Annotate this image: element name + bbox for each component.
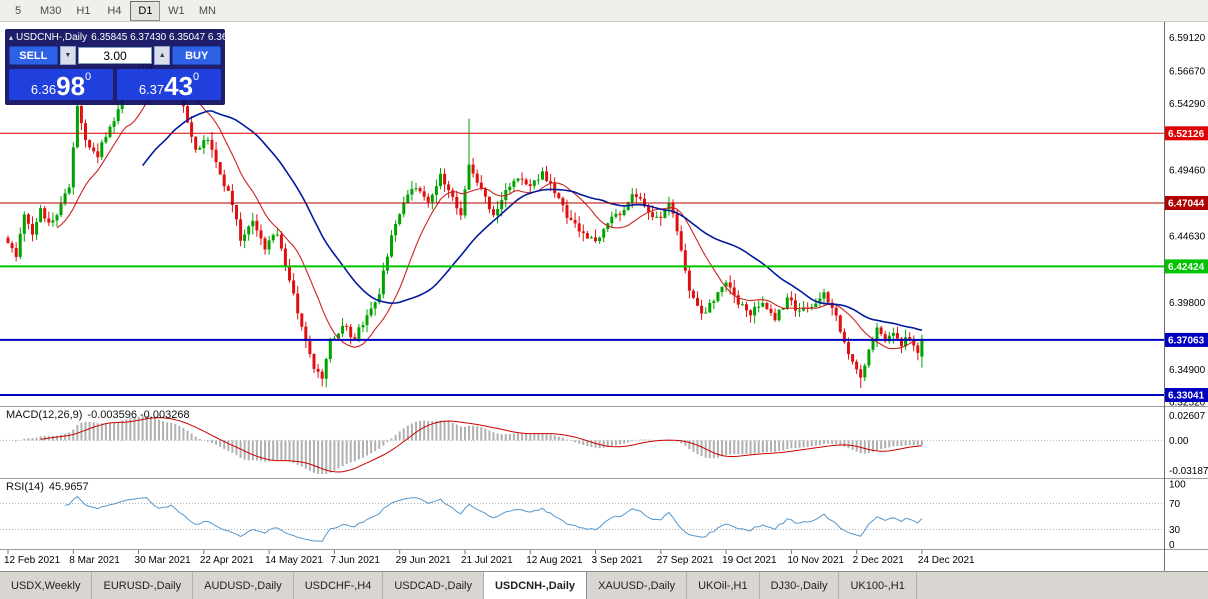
- timeframe-button-h4[interactable]: H4: [107, 4, 122, 17]
- chart-area[interactable]: 12 Feb 2021 8 Mar 2021 30 Mar 2021 22 Apr 2…: [0, 22, 1208, 571]
- ask-price-big: 43: [164, 71, 194, 101]
- volume-decrease-button[interactable]: ▼: [59, 46, 76, 65]
- macd-pane[interactable]: [0, 415, 1165, 474]
- svg-text:6.39800: 6.39800: [1169, 298, 1206, 309]
- timeframe-button-h1[interactable]: H1: [76, 4, 91, 17]
- macd-indicator-label: MACD(12,26,9) -0.003596 -0.003268: [6, 409, 195, 421]
- svg-text:6.54290: 6.54290: [1169, 99, 1206, 110]
- chart-tab-xauusd-daily[interactable]: XAUUSD-,Daily: [587, 572, 688, 599]
- chart-tab-usdchf-h4[interactable]: USDCHF-,H4: [293, 572, 384, 599]
- svg-text:6.37063: 6.37063: [1168, 335, 1205, 346]
- price-badge-6.47044: 6.47044: [1165, 196, 1208, 210]
- rsi-pane[interactable]: [0, 495, 1165, 542]
- volume-input[interactable]: [78, 47, 152, 64]
- sell-button[interactable]: SELL: [9, 46, 58, 65]
- chart-ohlc-header: ▴ USDCNH-,Daily 6.35845 6.37430 6.35047 6.…: [9, 31, 244, 46]
- chart-tab-dj30-daily[interactable]: DJ30-,Daily: [759, 572, 840, 599]
- rsi-value: 45.9657: [48, 481, 89, 493]
- svg-text:6.49460: 6.49460: [1169, 165, 1206, 176]
- ask-price-small: 6.37: [138, 82, 165, 97]
- svg-text:6.59120: 6.59120: [1169, 33, 1206, 44]
- chart-tab-usdx-weekly[interactable]: USDX,Weekly: [0, 572, 93, 599]
- chart-tab-usdcad-daily[interactable]: USDCAD-,Daily: [383, 572, 484, 599]
- svg-text:24 Dec 2021: 24 Dec 2021: [918, 555, 975, 566]
- svg-text:2 Dec 2021: 2 Dec 2021: [853, 555, 905, 566]
- svg-text:29 Jun 2021: 29 Jun 2021: [396, 555, 451, 566]
- timeframe-button-d1[interactable]: D1: [130, 0, 161, 21]
- chart-tab-audusd-daily[interactable]: AUDUSD-,Daily: [193, 572, 294, 599]
- chart-tab-ukoil-h1[interactable]: UKOil-,H1: [687, 572, 760, 599]
- moving-average-13: [56, 78, 923, 350]
- svg-text:100: 100: [1169, 480, 1186, 491]
- ask-price-sup: 0: [193, 71, 200, 83]
- svg-text:70: 70: [1169, 499, 1181, 510]
- bid-ask-prices: 6.36 98 0 6.37 43 0: [9, 69, 221, 100]
- svg-text:8 Mar 2021: 8 Mar 2021: [69, 555, 120, 566]
- timeframe-button-5[interactable]: 5: [14, 4, 22, 17]
- svg-text:-0.03187: -0.03187: [1169, 466, 1208, 477]
- svg-text:30 Mar 2021: 30 Mar 2021: [135, 555, 192, 566]
- price-axis[interactable]: 6.59120 6.56670 6.54290 6.49460 6.44630 6.398…: [1165, 33, 1208, 551]
- svg-text:6.33041: 6.33041: [1168, 391, 1205, 402]
- price-badge-6.52126: 6.52126: [1165, 126, 1208, 141]
- pane-separators: [0, 22, 1208, 571]
- bid-price-button[interactable]: 6.36 98 0: [9, 69, 113, 100]
- svg-text:7 Jun 2021: 7 Jun 2021: [330, 555, 380, 566]
- svg-text:6.42424: 6.42424: [1168, 262, 1205, 273]
- timeframe-button-mn[interactable]: MN: [198, 4, 216, 17]
- svg-text:0: 0: [1169, 540, 1175, 551]
- svg-text:6.34900: 6.34900: [1169, 365, 1206, 376]
- svg-text:6.47044: 6.47044: [1168, 199, 1205, 210]
- price-badge-6.33041: 6.33041: [1165, 388, 1208, 402]
- svg-text:22 Apr 2021: 22 Apr 2021: [200, 555, 254, 566]
- svg-text:19 Oct 2021: 19 Oct 2021: [722, 555, 777, 566]
- svg-text:6.32520: 6.32520: [1169, 398, 1206, 409]
- svg-text:10 Nov 2021: 10 Nov 2021: [787, 555, 844, 566]
- svg-text:0.00: 0.00: [1169, 436, 1189, 447]
- time-axis[interactable]: 12 Feb 2021 8 Mar 2021 30 Mar 2021 22 Apr 2…: [4, 550, 975, 566]
- price-badge-6.37063: 6.37063: [1165, 332, 1208, 347]
- volume-increase-button[interactable]: ▲: [154, 46, 171, 65]
- rsi-name: RSI(14): [6, 481, 44, 493]
- moving-average-34: [142, 110, 923, 331]
- svg-text:27 Sep 2021: 27 Sep 2021: [657, 555, 714, 566]
- rsi-indicator-label: RSI(14) 45.9657: [6, 481, 94, 493]
- macd-name: MACD(12,26,9): [6, 409, 83, 421]
- svg-text:6.44630: 6.44630: [1169, 232, 1206, 243]
- macd-values: -0.003596 -0.003268: [87, 409, 190, 421]
- svg-text:14 May 2021: 14 May 2021: [265, 555, 323, 566]
- svg-text:12 Feb 2021: 12 Feb 2021: [4, 555, 61, 566]
- chart-tab-eurusd-daily[interactable]: EURUSD-,Daily: [92, 572, 194, 599]
- svg-text:3 Sep 2021: 3 Sep 2021: [592, 555, 644, 566]
- bid-price-sup: 0: [85, 71, 92, 83]
- svg-text:12 Aug 2021: 12 Aug 2021: [526, 555, 583, 566]
- buy-button[interactable]: BUY: [172, 46, 221, 65]
- price-badge-6.42424: 6.42424: [1165, 259, 1208, 274]
- chart-symbol-period: USDCNH-,Daily: [16, 32, 88, 43]
- one-click-trading-panel: ▴ USDCNH-,Daily 6.35845 6.37430 6.35047 6.…: [5, 29, 244, 105]
- svg-text:21 Jul 2021: 21 Jul 2021: [461, 555, 513, 566]
- order-controls: SELL ▼ ▲ BUY: [9, 46, 221, 65]
- chart-tab-uk100-h1[interactable]: UK100-,H1: [839, 572, 917, 599]
- price-pane[interactable]: [0, 47, 1165, 396]
- ask-price-button[interactable]: 6.37 43 0: [117, 69, 221, 100]
- macd-signal-line: [40, 417, 922, 473]
- svg-text:6.52126: 6.52126: [1168, 129, 1205, 140]
- timeframe-toolbar: 5 M30 H1 H4 D1 W1 MN: [0, 0, 1208, 22]
- chart-tab-usdcnh-daily[interactable]: USDCNH-,Daily: [483, 572, 588, 599]
- bid-price-big: 98: [56, 71, 86, 101]
- bid-price-small: 6.36: [30, 82, 57, 97]
- timeframe-button-m30[interactable]: M30: [40, 4, 62, 17]
- timeframe-button-w1[interactable]: W1: [168, 4, 185, 17]
- chart-ohlc-values: 6.35845 6.37430 6.35047 6.36980: [91, 32, 245, 43]
- collapse-panel-icon[interactable]: ▴: [9, 33, 14, 42]
- svg-text:0.02607: 0.02607: [1169, 411, 1206, 422]
- chart-tabs-bar: USDX,Weekly EURUSD-,Daily AUDUSD-,Daily USD…: [0, 571, 1208, 599]
- rsi-line: [65, 495, 923, 542]
- svg-text:30: 30: [1169, 525, 1181, 536]
- svg-text:6.56670: 6.56670: [1169, 67, 1206, 78]
